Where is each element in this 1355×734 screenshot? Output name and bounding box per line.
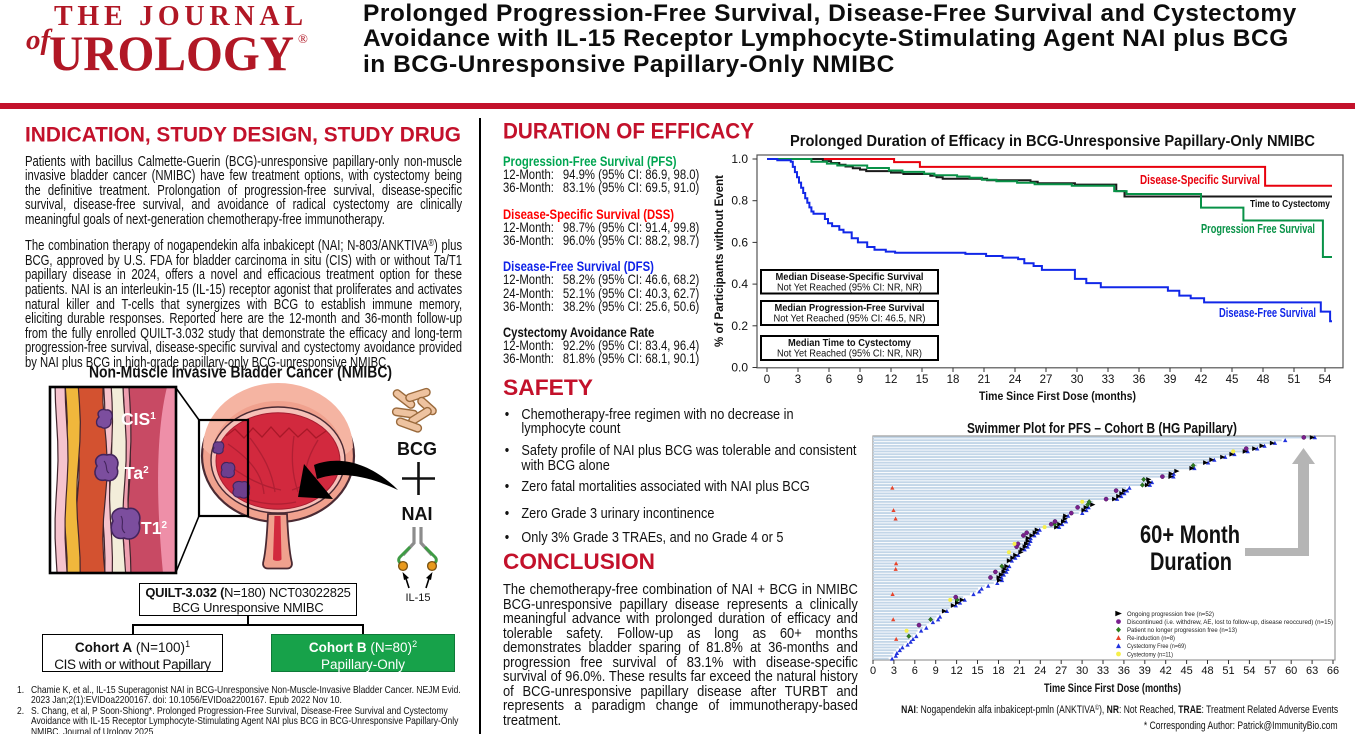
svg-text:66: 66: [1327, 665, 1339, 677]
svg-text:30: 30: [1071, 374, 1084, 386]
svg-text:36: 36: [1133, 374, 1146, 386]
svg-text:Median Time to Cystectomy: Median Time to Cystectomy: [788, 337, 911, 349]
svg-text:45: 45: [1180, 665, 1192, 677]
svg-text:Time Since First Dose (months): Time Since First Dose (months): [979, 389, 1136, 403]
svg-text:24: 24: [1034, 665, 1046, 677]
svg-text:Ta2: Ta2: [124, 463, 149, 483]
svg-text:0: 0: [764, 374, 770, 386]
svg-text:Swimmer Plot for PFS – Cohort: Swimmer Plot for PFS – Cohort B (HG Papi…: [967, 420, 1237, 437]
svg-text:Re-induction (n=8): Re-induction (n=8): [1127, 635, 1175, 642]
svg-text:27: 27: [1055, 665, 1067, 677]
svg-text:1.0: 1.0: [731, 152, 748, 166]
svg-text:THE JOURNAL: THE JOURNAL: [54, 1, 303, 32]
svg-text:Prolonged Duration of Efficacy: Prolonged Duration of Efficacy in BCG-Un…: [790, 133, 1315, 150]
svg-text:DURATION OF EFFICACY: DURATION OF EFFICACY: [503, 119, 754, 144]
svg-text:51: 51: [1288, 374, 1301, 386]
svg-text:Ongoing progression free (n=52: Ongoing progression free (n=52): [1127, 611, 1214, 618]
svg-text:Progression Free Survival: Progression Free Survival: [1201, 222, 1315, 236]
svg-text:6: 6: [912, 665, 918, 677]
svg-text:42: 42: [1195, 374, 1208, 386]
svg-text:39: 39: [1139, 665, 1151, 677]
svg-text:Duration: Duration: [1150, 548, 1232, 576]
svg-text:Non-Muscle Invasive Bladder Ca: Non-Muscle Invasive Bladder Cancer (NMIB…: [89, 364, 392, 382]
svg-text:18: 18: [947, 374, 960, 386]
svg-text:24: 24: [1009, 374, 1022, 386]
svg-text:18: 18: [992, 665, 1004, 677]
svg-text:Disease-Free Survival: Disease-Free Survival: [1219, 306, 1316, 320]
svg-text:3: 3: [795, 374, 801, 386]
svg-text:42: 42: [1160, 665, 1172, 677]
svg-text:9: 9: [857, 374, 863, 386]
svg-text:NAI: NAI: [402, 504, 433, 524]
svg-text:0.8: 0.8: [731, 194, 748, 208]
svg-text:0.4: 0.4: [731, 277, 748, 291]
svg-text:15: 15: [971, 665, 983, 677]
svg-text:63: 63: [1306, 665, 1318, 677]
svg-text:BCG: BCG: [397, 439, 437, 459]
svg-text:0: 0: [870, 665, 876, 677]
svg-text:Not Yet Reached (95% CI: NR, N: Not Yet Reached (95% CI: NR, NR): [777, 282, 922, 294]
svg-text:CIS1: CIS1: [121, 409, 156, 429]
svg-text:UROLOGY: UROLOGY: [49, 25, 294, 81]
svg-text:12: 12: [950, 665, 962, 677]
svg-text:54: 54: [1319, 374, 1332, 386]
svg-text:0.2: 0.2: [731, 319, 748, 333]
svg-text:Patient no longer progression: Patient no longer progression free (n=13…: [1127, 627, 1237, 634]
svg-text:Not Yet Reached (95% CI: 46.5,: Not Yet Reached (95% CI: 46.5, NR): [774, 313, 926, 325]
svg-text:27: 27: [1040, 374, 1053, 386]
svg-text:0.0: 0.0: [731, 361, 748, 375]
svg-text:54: 54: [1243, 665, 1255, 677]
svg-text:Median Disease-Specific Surviv: Median Disease-Specific Survival: [776, 271, 924, 283]
svg-text:12: 12: [885, 374, 898, 386]
svg-text:Discontinued (i.e. withdrew, A: Discontinued (i.e. withdrew, AE, lost to…: [1127, 619, 1333, 626]
svg-text:CONCLUSION: CONCLUSION: [503, 549, 655, 574]
svg-text:IL-15: IL-15: [405, 592, 430, 604]
svg-text:Median Progression-Free Surviv: Median Progression-Free Survival: [775, 302, 925, 314]
svg-text:51: 51: [1222, 665, 1234, 677]
svg-text:Cystectomy (n=11): Cystectomy (n=11): [1127, 651, 1173, 658]
svg-text:15: 15: [916, 374, 929, 386]
svg-text:36: 36: [1118, 665, 1130, 677]
svg-text:®: ®: [298, 31, 308, 46]
svg-text:48: 48: [1201, 665, 1213, 677]
svg-text:% of Participants without Even: % of Participants without Event: [714, 175, 726, 347]
svg-text:30: 30: [1076, 665, 1088, 677]
svg-text:Cystectomy Free (n=69): Cystectomy Free (n=69): [1127, 643, 1186, 650]
svg-text:Time Since First Dose (months): Time Since First Dose (months): [1044, 681, 1181, 695]
svg-text:21: 21: [1013, 665, 1025, 677]
svg-text:60: 60: [1285, 665, 1297, 677]
svg-text:57: 57: [1264, 665, 1276, 677]
svg-text:33: 33: [1102, 374, 1115, 386]
svg-text:SAFETY: SAFETY: [503, 375, 593, 400]
svg-text:Disease-Specific Survival: Disease-Specific Survival: [1140, 173, 1260, 187]
svg-text:0.6: 0.6: [731, 235, 748, 249]
svg-text:33: 33: [1097, 665, 1109, 677]
svg-text:3: 3: [891, 665, 897, 677]
svg-text:Not Yet Reached (95% CI: NR, N: Not Yet Reached (95% CI: NR, NR): [777, 348, 922, 360]
svg-text:45: 45: [1226, 374, 1239, 386]
svg-text:Time to Cystectomy: Time to Cystectomy: [1250, 199, 1330, 210]
svg-text:6: 6: [826, 374, 832, 386]
svg-text:60+ Month: 60+ Month: [1140, 521, 1240, 549]
svg-text:9: 9: [933, 665, 939, 677]
svg-text:INDICATION, STUDY DESIGN, STUD: INDICATION, STUDY DESIGN, STUDY DRUG: [25, 123, 461, 147]
svg-text:of: of: [26, 24, 54, 56]
svg-text:21: 21: [978, 374, 991, 386]
svg-text:T12: T12: [141, 518, 167, 538]
svg-text:39: 39: [1164, 374, 1177, 386]
svg-text:48: 48: [1257, 374, 1270, 386]
